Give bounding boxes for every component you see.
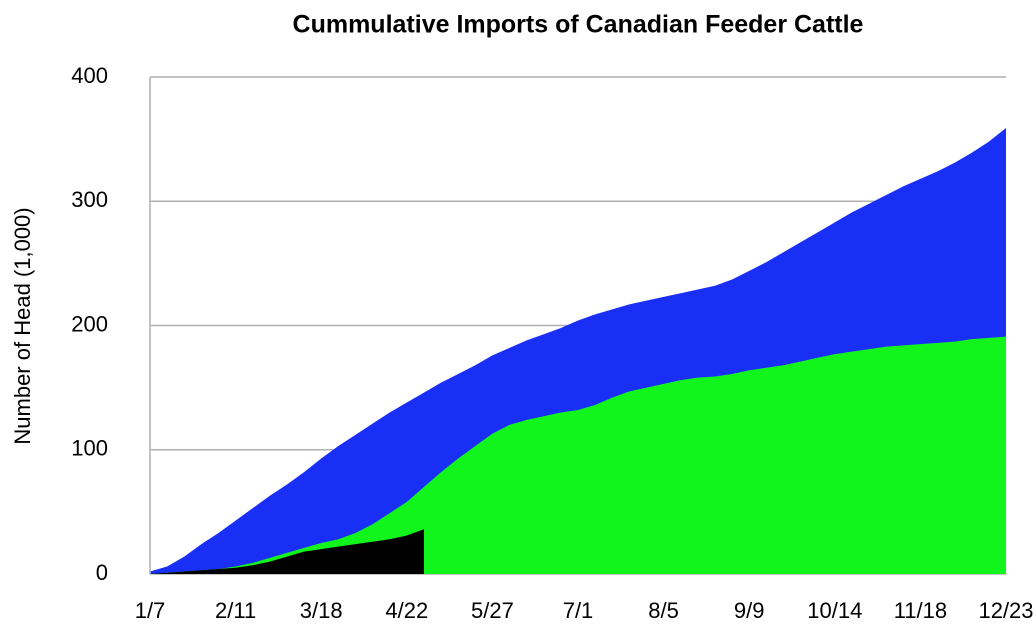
area [150, 336, 1006, 574]
x-tick-label: 10/14 [807, 598, 862, 623]
x-tick-label: 9/9 [734, 598, 765, 623]
x-tick-label: 12/23 [978, 598, 1033, 623]
x-tick-label: 8/5 [648, 598, 679, 623]
y-tick-label: 0 [96, 560, 108, 585]
y-axis-label: Number of Head (1,000) [10, 207, 35, 444]
x-tick-label: 5/27 [471, 598, 514, 623]
x-tick-label: 1/7 [135, 598, 166, 623]
x-tick-label: 11/18 [894, 598, 947, 623]
y-tick-label: 300 [71, 187, 108, 212]
x-tick-label: 3/18 [300, 598, 343, 623]
x-tick-label: 2/11 [215, 598, 256, 623]
x-tick-label: 4/22 [385, 598, 428, 623]
area [150, 529, 424, 574]
x-tick-label: 7/1 [563, 598, 594, 623]
y-tick-label: 200 [71, 311, 108, 336]
chart-title: Cummulative Imports of Canadian Feeder C… [293, 11, 864, 39]
y-tick-label: 100 [71, 436, 108, 461]
y-tick-label: 400 [71, 63, 108, 88]
